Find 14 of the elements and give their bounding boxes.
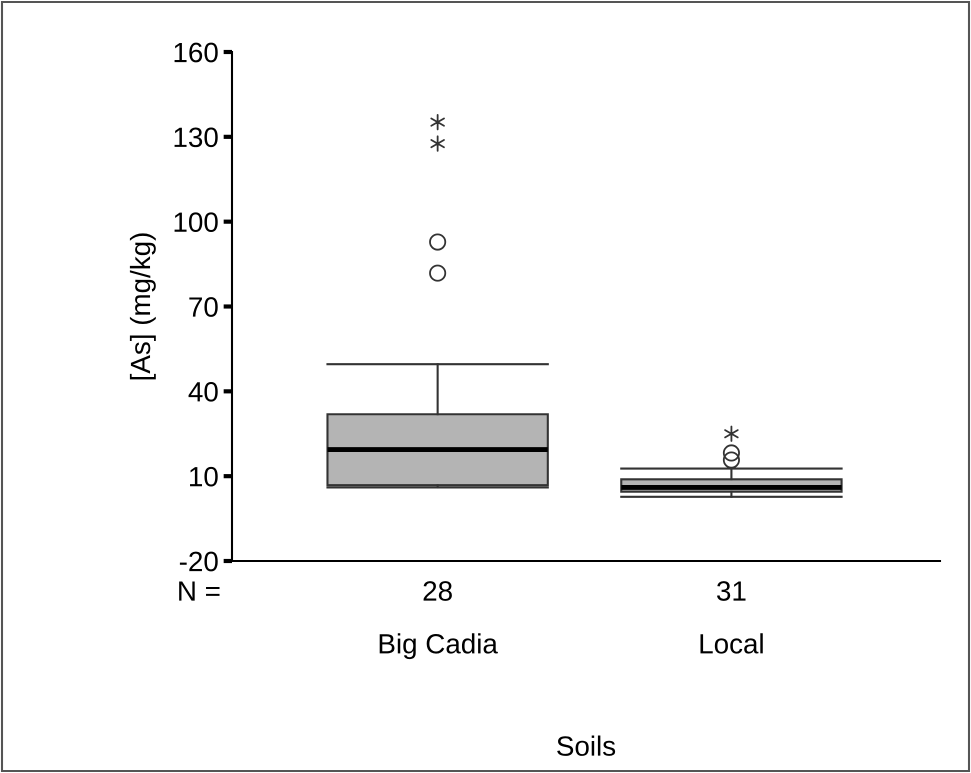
text: 28 — [424, 581, 452, 601]
x-tick-label: Local — [700, 633, 763, 654]
text: 31 — [717, 581, 746, 601]
y-tick-label: 130 — [174, 128, 218, 148]
y-tick-label: 100 — [174, 212, 218, 232]
y-tick-label: 40 — [188, 382, 218, 402]
text: N = — [179, 581, 220, 601]
y-tick-label: -20 — [180, 552, 218, 572]
y-tick-label: 70 — [189, 297, 218, 317]
y-tick-label: 160 — [174, 42, 218, 62]
y-axis-title: [As] (mg/kg) — [130, 233, 156, 380]
x-axis-title: Soils — [557, 736, 616, 756]
y-tick-label: 10 — [190, 466, 218, 487]
x-tick-label: Big Cadia — [380, 633, 498, 660]
